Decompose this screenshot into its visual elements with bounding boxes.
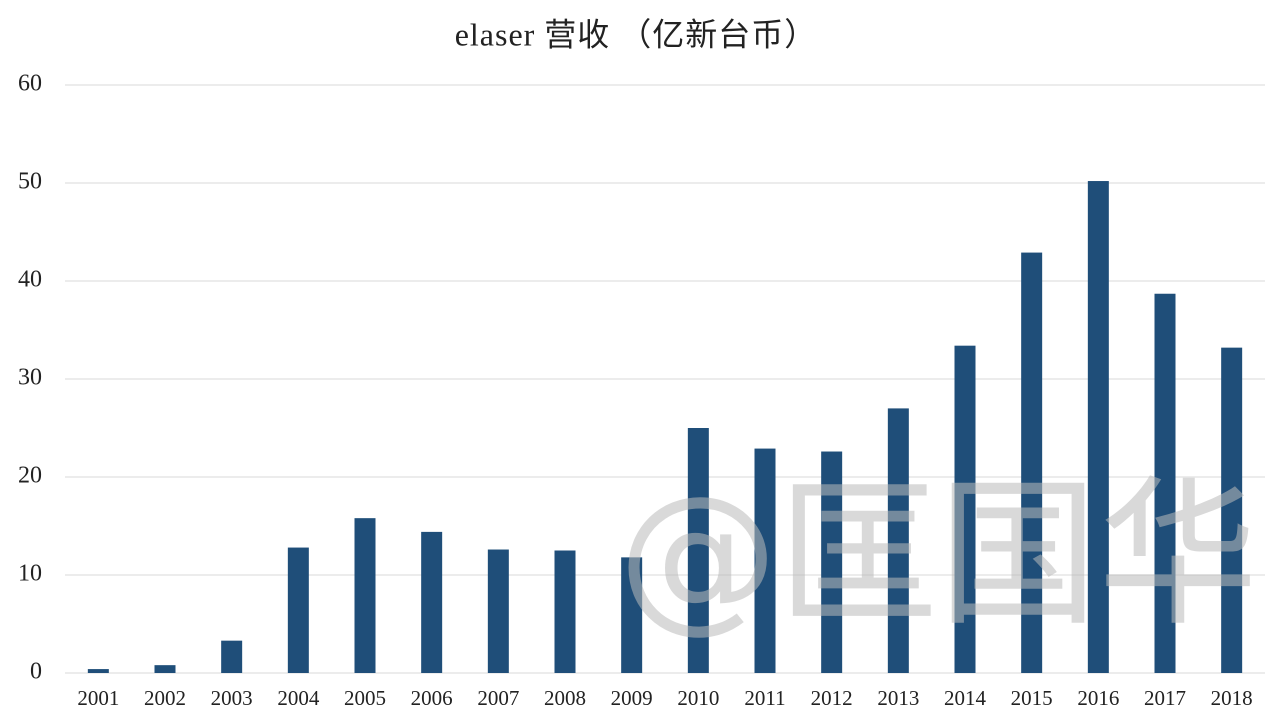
bar bbox=[821, 451, 843, 673]
x-tick-label: 2006 bbox=[411, 686, 453, 710]
x-tick-label: 2012 bbox=[811, 686, 853, 710]
bar bbox=[287, 547, 309, 673]
x-tick-label: 2010 bbox=[677, 686, 719, 710]
y-tick-label: 0 bbox=[30, 659, 42, 685]
bar bbox=[87, 669, 109, 673]
x-tick-label: 2004 bbox=[277, 686, 320, 710]
bar bbox=[621, 557, 643, 673]
x-tick-label: 2001 bbox=[77, 686, 119, 710]
bar bbox=[687, 428, 709, 673]
bar bbox=[1154, 293, 1176, 673]
x-tick-label: 2011 bbox=[744, 686, 785, 710]
chart-title: elaser 营收 （亿新台币） bbox=[455, 16, 818, 52]
bar bbox=[354, 518, 376, 673]
x-tick-label: 2002 bbox=[144, 686, 186, 710]
bar bbox=[221, 640, 243, 673]
y-tick-label: 50 bbox=[18, 169, 42, 195]
bar bbox=[954, 345, 976, 673]
y-tick-label: 20 bbox=[18, 463, 42, 489]
bar bbox=[754, 448, 776, 673]
x-tick-label: 2013 bbox=[877, 686, 919, 710]
x-tick-label: 2015 bbox=[1011, 686, 1053, 710]
x-tick-label: 2018 bbox=[1211, 686, 1253, 710]
bar bbox=[487, 549, 509, 673]
x-tick-label: 2009 bbox=[611, 686, 653, 710]
y-tick-label: 30 bbox=[18, 365, 42, 391]
x-tick-label: 2008 bbox=[544, 686, 586, 710]
x-tick-label: 2003 bbox=[211, 686, 253, 710]
y-tick-label: 10 bbox=[18, 561, 42, 587]
bar bbox=[154, 665, 176, 673]
x-tick-label: 2017 bbox=[1144, 686, 1186, 710]
x-tick-label: 2014 bbox=[944, 686, 987, 710]
bar bbox=[1021, 252, 1043, 673]
x-tick-label: 2007 bbox=[477, 686, 519, 710]
watermark: @匡国华 bbox=[618, 461, 1258, 648]
x-tick-label: 2016 bbox=[1077, 686, 1119, 710]
bar bbox=[887, 408, 909, 673]
y-tick-label: 60 bbox=[18, 71, 42, 97]
bar bbox=[1087, 181, 1109, 674]
y-tick-label: 40 bbox=[18, 267, 42, 293]
bar bbox=[554, 550, 576, 673]
x-tick-label: 2005 bbox=[344, 686, 386, 710]
bar bbox=[1221, 347, 1243, 673]
bar bbox=[421, 531, 443, 673]
